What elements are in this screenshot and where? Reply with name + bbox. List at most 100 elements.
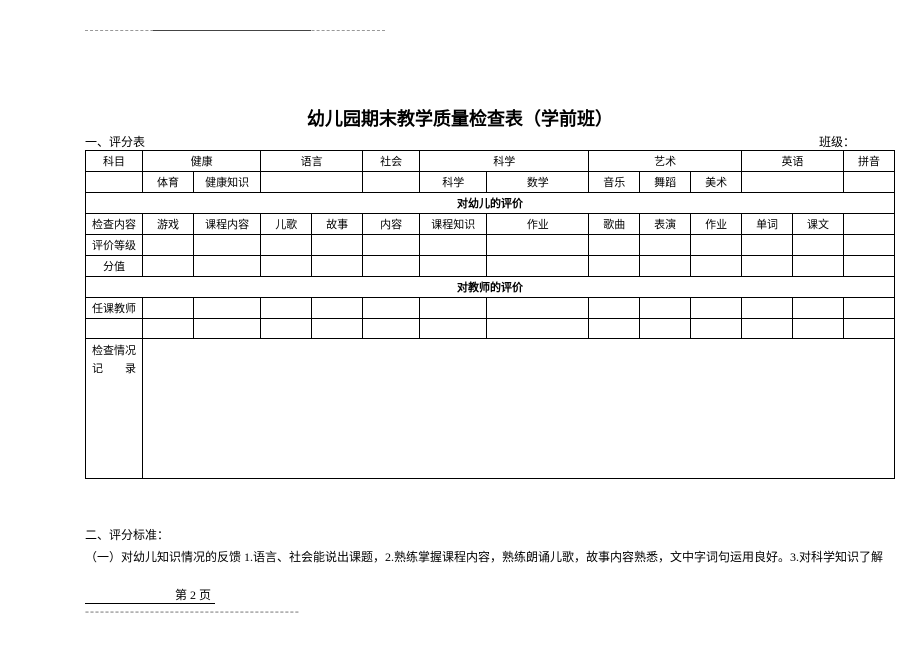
cell-empty [261, 319, 312, 339]
cell-empty [843, 214, 894, 235]
cell-empty [589, 235, 640, 256]
cell-empty [691, 256, 742, 277]
cell-health: 健康 [143, 151, 261, 172]
row-score: 分值 [86, 256, 143, 277]
cell-subject: 科目 [86, 151, 143, 172]
cell-empty [420, 298, 487, 319]
cell-empty [843, 319, 894, 339]
cell-english: 英语 [742, 151, 844, 172]
cell-empty [843, 256, 894, 277]
cell-empty [640, 319, 691, 339]
cell-empty [742, 172, 844, 193]
cell-empty [143, 235, 194, 256]
cell-content: 内容 [363, 214, 420, 235]
cell-empty [193, 298, 260, 319]
section-header-row: 一、评分表 班级： [85, 133, 895, 150]
cell-empty [843, 235, 894, 256]
page-title: 幼儿园期末教学质量检查表（学前班） [0, 105, 920, 131]
cell-empty [312, 319, 363, 339]
header-row-2: 体育 健康知识 科学 数学 音乐 舞蹈 美术 [86, 172, 895, 193]
cell-empty [193, 319, 260, 339]
cell-music: 音乐 [589, 172, 640, 193]
cell-homework: 作业 [487, 214, 589, 235]
cell-empty [261, 256, 312, 277]
cell-word: 单词 [742, 214, 793, 235]
cell-empty [487, 298, 589, 319]
cell-pe: 体育 [143, 172, 194, 193]
cell-empty [793, 235, 844, 256]
eval-child-header: 对幼儿的评价 [86, 193, 895, 214]
teacher-row: 任课教师 [86, 298, 895, 319]
cell-text: 课文 [793, 214, 844, 235]
cell-empty [363, 298, 420, 319]
row-eval-level: 评价等级 [86, 235, 143, 256]
header-row-1: 科目 健康 语言 社会 科学 艺术 英语 拼音 [86, 151, 895, 172]
record-row: 检查情况记 录 [86, 339, 895, 479]
class-label: 班级： [819, 133, 855, 150]
cell-empty [487, 235, 589, 256]
cell-empty [589, 256, 640, 277]
cell-empty [261, 235, 312, 256]
cell-empty [420, 319, 487, 339]
eval-child-row: 对幼儿的评价 [86, 193, 895, 214]
cell-art: 艺术 [589, 151, 742, 172]
cell-work: 作业 [691, 214, 742, 235]
cell-empty [143, 319, 194, 339]
section1-label: 一、评分表 [85, 133, 145, 150]
row-teacher: 任课教师 [86, 298, 143, 319]
cell-empty [742, 256, 793, 277]
footer-dash: ----------------------------------------… [85, 604, 300, 619]
cell-empty [640, 256, 691, 277]
cell-empty [640, 235, 691, 256]
cell-empty [193, 256, 260, 277]
cell-empty [261, 298, 312, 319]
cell-empty [742, 319, 793, 339]
cell-science: 科学 [420, 151, 589, 172]
cell-empty [312, 235, 363, 256]
cell-empty [86, 172, 143, 193]
cell-perform: 表演 [640, 214, 691, 235]
cell-sci: 科学 [420, 172, 487, 193]
top-dash-inner-line [153, 30, 311, 31]
score-row: 分值 [86, 256, 895, 277]
cell-song: 歌曲 [589, 214, 640, 235]
cell-empty [312, 298, 363, 319]
cell-empty [793, 298, 844, 319]
cell-society: 社会 [363, 151, 420, 172]
cell-course-content: 课程内容 [193, 214, 260, 235]
cell-empty [86, 319, 143, 339]
cell-story: 故事 [312, 214, 363, 235]
cell-empty [742, 298, 793, 319]
eval-teacher-header: 对教师的评价 [86, 277, 895, 298]
cell-empty [691, 319, 742, 339]
section2-label: 二、评分标准： [85, 525, 895, 547]
cell-empty [589, 319, 640, 339]
cell-empty [793, 319, 844, 339]
cell-empty [261, 172, 363, 193]
cell-empty [640, 298, 691, 319]
cell-empty [143, 298, 194, 319]
blank-row [86, 319, 895, 339]
cell-empty [312, 256, 363, 277]
cell-course-knowledge: 课程知识 [420, 214, 487, 235]
cell-game: 游戏 [143, 214, 194, 235]
cell-empty [843, 298, 894, 319]
cell-empty [363, 235, 420, 256]
footer-section: 二、评分标准： （一）对幼儿知识情况的反馈 1.语言、社会能说出课题，2.熟练掌… [85, 525, 895, 568]
main-table-wrapper: 科目 健康 语言 社会 科学 艺术 英语 拼音 体育 健康知识 科学 数学 音乐… [85, 150, 895, 479]
cell-health-knowledge: 健康知识 [193, 172, 260, 193]
cell-empty [691, 235, 742, 256]
cell-empty [363, 172, 420, 193]
cell-empty [843, 172, 894, 193]
record-area [143, 339, 895, 479]
cell-empty [420, 235, 487, 256]
cell-empty [193, 235, 260, 256]
cell-empty [143, 256, 194, 277]
page-footer: 第 2 页-----------------------------------… [85, 586, 385, 619]
cell-empty [793, 256, 844, 277]
cell-empty [589, 298, 640, 319]
eval-level-row: 评价等级 [86, 235, 895, 256]
criteria-line: （一）对幼儿知识情况的反馈 1.语言、社会能说出课题，2.熟练掌握课程内容，熟练… [85, 547, 895, 569]
page-number: 第 2 页 [85, 586, 215, 604]
cell-empty [363, 256, 420, 277]
